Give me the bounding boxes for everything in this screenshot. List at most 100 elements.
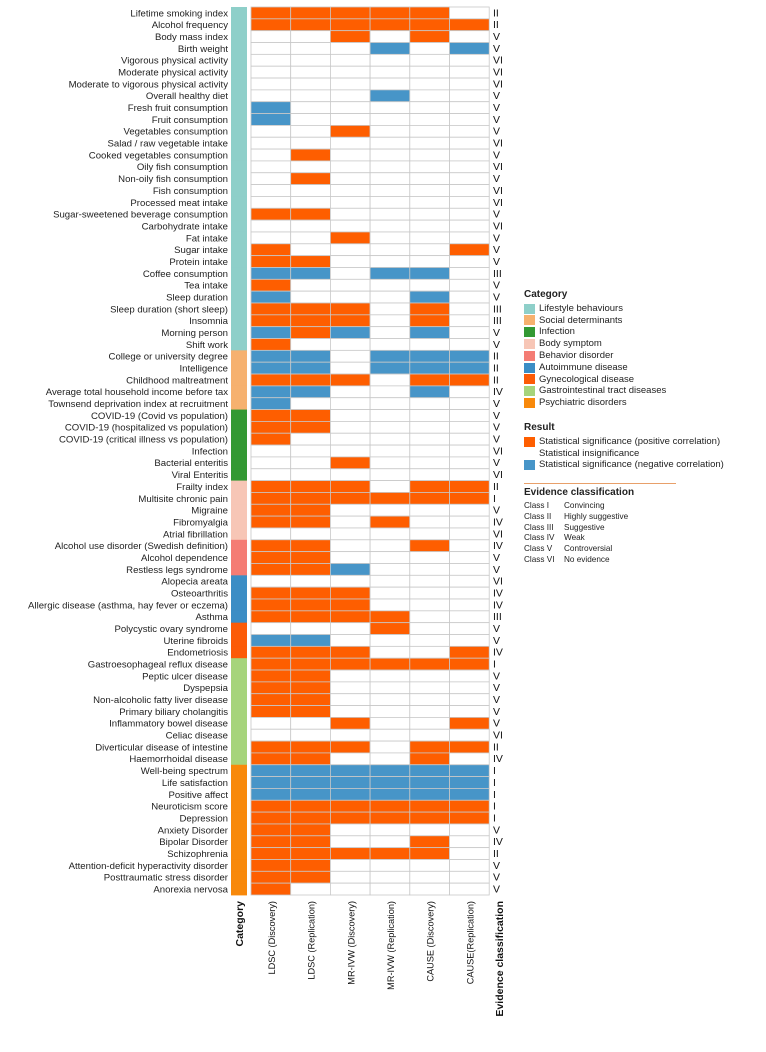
row-label: Atrial fibrillation [163, 529, 228, 540]
heatmap-cell [449, 290, 490, 304]
row-label: Cooked vegetables consumption [89, 150, 228, 161]
row-label: Sleep duration (short sleep) [110, 304, 228, 315]
heatmap-cell [290, 326, 331, 339]
heatmap-cell [329, 349, 371, 363]
heatmap-cell [369, 693, 411, 706]
row-label: Non-oily fish consumption [118, 174, 228, 185]
heatmap-cell [250, 717, 292, 730]
heatmap-cell [290, 231, 331, 245]
evidence-class-label: V [493, 114, 500, 126]
heatmap-cell [409, 65, 450, 79]
heatmap-cell [409, 610, 450, 624]
heatmap-cell [369, 882, 411, 896]
heatmap-cell [329, 681, 371, 695]
heatmap-cell [290, 456, 331, 470]
heatmap-cell [369, 219, 411, 233]
heatmap-cell [329, 870, 371, 884]
heatmap-cell [290, 243, 331, 257]
heatmap-cell [329, 799, 371, 813]
heatmap-cell [369, 53, 411, 67]
heatmap-cell [409, 847, 450, 860]
heatmap-cell [409, 338, 450, 351]
row-label: Infection [192, 446, 228, 457]
row-label: Protein intake [169, 257, 228, 268]
heatmap-cell [409, 551, 450, 564]
row-label: Body mass index [155, 32, 228, 43]
heatmap-cell [409, 563, 450, 576]
heatmap-cell [449, 148, 490, 162]
column-label: MR-IVW (Replication) [386, 901, 396, 990]
heatmap-cell [290, 349, 331, 363]
heatmap-cell [369, 515, 411, 529]
category-legend-item: Infection [524, 326, 666, 338]
evidence-class-label: II [493, 19, 499, 31]
evidence-class-label: V [493, 422, 500, 434]
category-cell [231, 646, 247, 659]
row-label: Inflammatory bowel disease [109, 719, 228, 730]
evidence-class-label: V [493, 434, 500, 446]
heatmap-cell [329, 492, 371, 505]
heatmap-cell [369, 503, 411, 517]
heatmap-cell [369, 847, 411, 860]
heatmap-cell [290, 219, 331, 233]
heatmap-cell [449, 728, 490, 742]
category-swatch [524, 398, 535, 409]
heatmap-cell [290, 420, 331, 434]
heatmap-cell [369, 752, 411, 766]
heatmap-cell [329, 705, 371, 718]
evidence-class-label: V [493, 552, 500, 564]
heatmap-cell [290, 586, 331, 600]
evidence-class-label: V [493, 564, 500, 576]
heatmap-cell [449, 77, 490, 91]
heatmap-cell [409, 480, 450, 493]
heatmap-cell [449, 705, 490, 718]
heatmap-cell [290, 859, 331, 872]
heatmap-cell [409, 752, 450, 766]
heatmap-cell [290, 148, 331, 162]
heatmap-cell [329, 764, 371, 778]
category-cell [231, 634, 247, 647]
row-label: Processed meat intake [130, 198, 228, 209]
category-cell [231, 504, 247, 517]
evidence-class-description: Controversial [564, 544, 613, 553]
result-legend-title: Result [524, 422, 555, 433]
heatmap-cell [369, 65, 411, 79]
heatmap-cell [250, 148, 292, 162]
heatmap-cell [369, 6, 411, 20]
row-label: Polycystic ovary syndrome [114, 624, 228, 635]
row-label: Oily fish consumption [137, 162, 228, 173]
evidence-class-label: IV [493, 540, 503, 552]
row-label: Alopecia areata [161, 577, 228, 588]
heatmap-cell [409, 30, 450, 43]
heatmap-cell [250, 219, 292, 233]
row-label: Townsend deprivation index at recruitmen… [48, 399, 228, 410]
heatmap-cell [409, 669, 450, 683]
heatmap-cell [290, 65, 331, 79]
row-label: Depression [179, 813, 228, 824]
evidence-class-label: V [493, 232, 500, 244]
heatmap-cell [409, 823, 450, 837]
evidence-class-label: V [493, 173, 500, 185]
row-label: Allergic disease (asthma, hay fever or e… [28, 600, 228, 611]
heatmap-cell [409, 717, 450, 730]
heatmap-cell [449, 255, 490, 268]
heatmap-cell [250, 18, 292, 32]
row-label: COVID-19 (Covid vs population) [91, 411, 228, 422]
heatmap-cell [369, 160, 411, 174]
category-cell [231, 776, 247, 789]
heatmap-cell [250, 278, 292, 292]
heatmap-cell [250, 480, 292, 493]
heatmap-cell [449, 539, 490, 553]
category-swatch [524, 315, 535, 326]
heatmap-cell [250, 870, 292, 884]
heatmap-cell [369, 18, 411, 32]
evidence-class-description: Weak [564, 533, 585, 543]
heatmap-cell [329, 172, 371, 185]
heatmap-cell [250, 338, 292, 351]
heatmap-cell [329, 574, 371, 588]
heatmap-cell [329, 385, 371, 399]
category-swatch [524, 362, 535, 373]
heatmap-cell [369, 278, 411, 292]
heatmap-cell [290, 136, 331, 150]
evidence-class-label: V [493, 505, 500, 517]
